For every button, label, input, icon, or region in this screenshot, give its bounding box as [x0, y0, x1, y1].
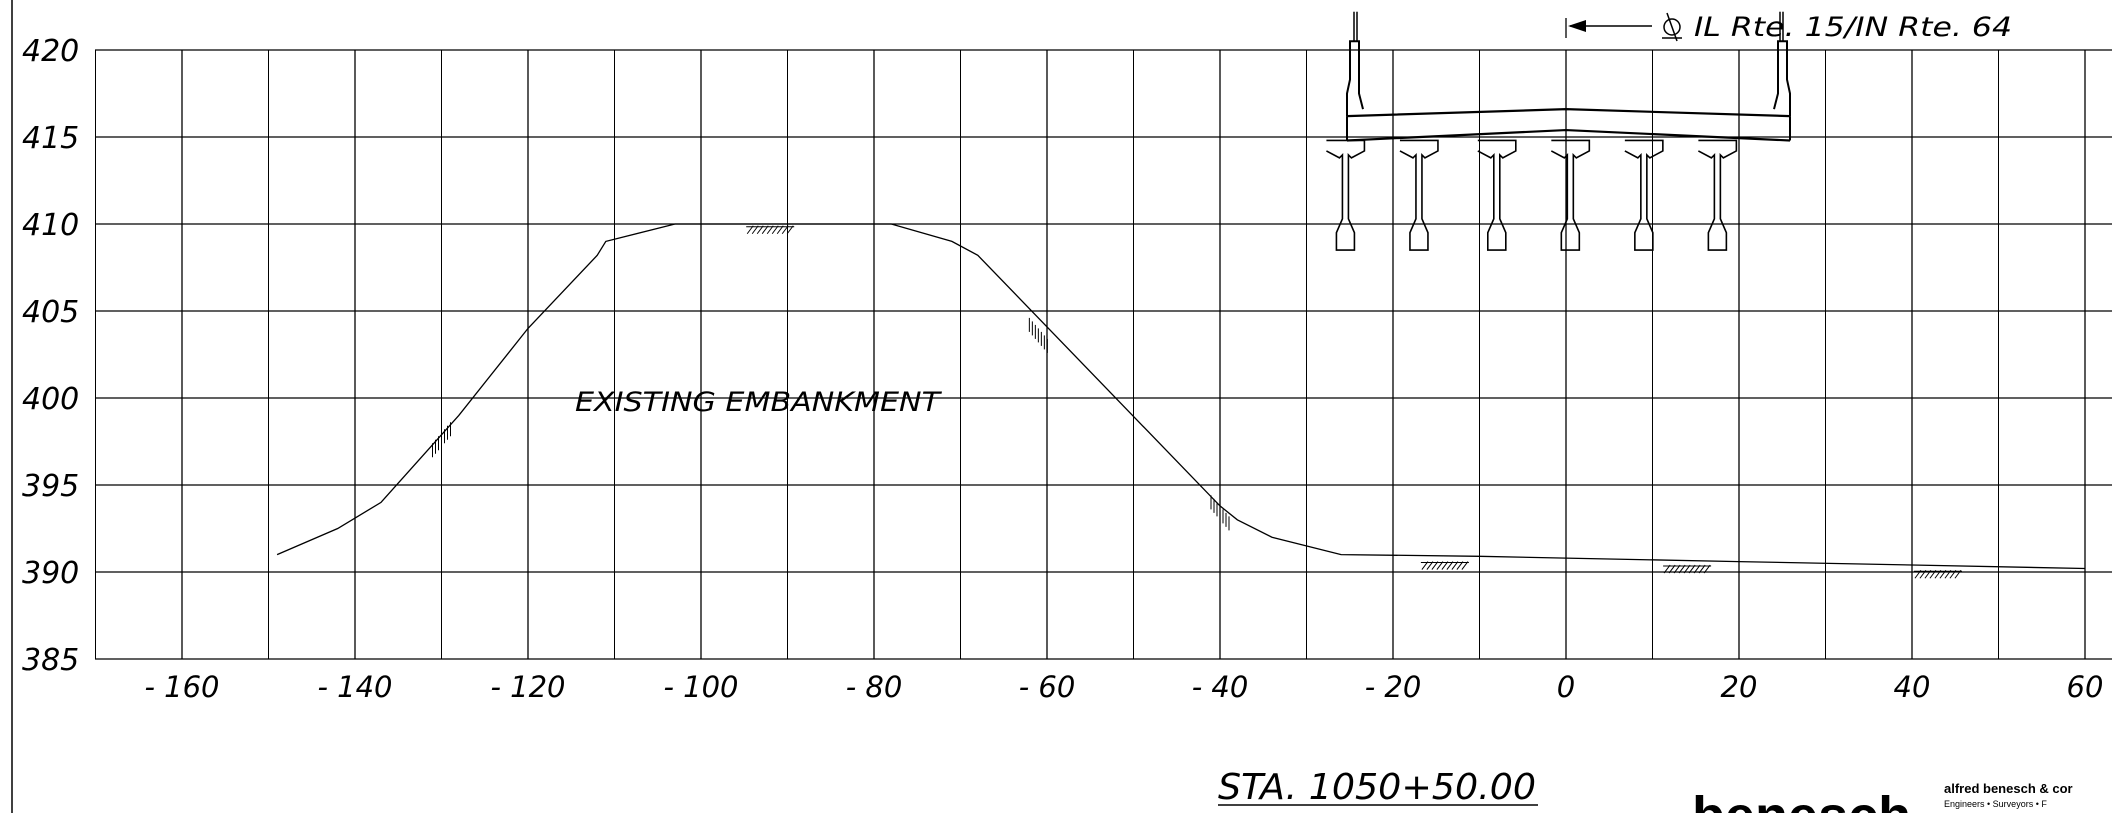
x-tick-label: - 80 [846, 670, 903, 704]
bridge-deck [1346, 108, 1791, 142]
x-tick-label: - 100 [663, 670, 738, 704]
bridge-section [1326, 11, 1791, 251]
x-tick-label: - 40 [1192, 670, 1249, 704]
x-tick-label: 40 [1894, 670, 1931, 704]
grid [95, 49, 2112, 660]
ground-hatch [432, 422, 451, 458]
ground-hatching [432, 225, 1962, 579]
company-tagline: Engineers • Surveyors • F [1944, 799, 2047, 809]
company-wordmark: benesch [1692, 786, 1911, 813]
deck-bottom [1346, 128, 1791, 142]
ground-hatch [1028, 317, 1048, 353]
station-label: STA. 1050+50.00 [1218, 767, 1536, 808]
ground-hatch [1420, 561, 1469, 570]
ground-hatch [1210, 495, 1230, 531]
bridge-girder [1326, 139, 1366, 251]
ground-hatch [1913, 569, 1962, 579]
ground-profile [276, 223, 2086, 570]
x-tick-label: 0 [1557, 670, 1575, 704]
bridge-girder [1697, 139, 1738, 251]
y-tick-label: 395 [22, 469, 79, 504]
x-tick-label: - 20 [1365, 670, 1422, 704]
y-tick-label: 405 [22, 295, 79, 330]
x-tick-label: - 120 [490, 670, 565, 704]
ground-line [276, 223, 2086, 570]
y-tick-label: 400 [22, 382, 79, 417]
bridge-girder [1624, 139, 1664, 251]
bridge-girder [1399, 139, 1439, 251]
x-tick-label: - 60 [1019, 670, 1076, 704]
x-tick-label: - 140 [317, 670, 392, 704]
bridge-girder [1550, 139, 1591, 251]
bridge-railing [1773, 11, 1791, 117]
company-name: alfred benesch & cor [1944, 781, 2073, 796]
company-logo: alfred benesch & cor Engineers • Surveyo… [1692, 781, 2073, 813]
x-tick-label: 20 [1721, 670, 1758, 704]
arrow-head-icon [1568, 20, 1586, 32]
bridge-railing [1346, 11, 1364, 117]
deck-top [1346, 108, 1791, 118]
y-tick-label: 385 [22, 643, 79, 678]
y-tick-label: 410 [22, 208, 79, 243]
embankment-label: EXISTING EMBANKMENT [575, 387, 943, 418]
y-tick-label: 420 [22, 34, 79, 69]
centerline-callout: IL Rte. 15/IN Rte. 64 [1565, 12, 2012, 43]
x-tick-label: 60 [2067, 670, 2104, 704]
bridge-girder [1477, 139, 1517, 251]
ground-hatch [1663, 564, 1712, 574]
centerline-label: IL Rte. 15/IN Rte. 64 [1694, 12, 2012, 43]
ground-hatch [746, 225, 795, 235]
y-tick-label: 415 [22, 121, 79, 156]
y-tick-label: 390 [22, 556, 79, 591]
axis-labels: - 160 - 140 - 120 - 100 - 80 - 60 - 40 - 20 0 20 4… [22, 34, 2103, 704]
centerline-icon [1662, 12, 1682, 42]
x-tick-label: - 160 [144, 670, 219, 704]
